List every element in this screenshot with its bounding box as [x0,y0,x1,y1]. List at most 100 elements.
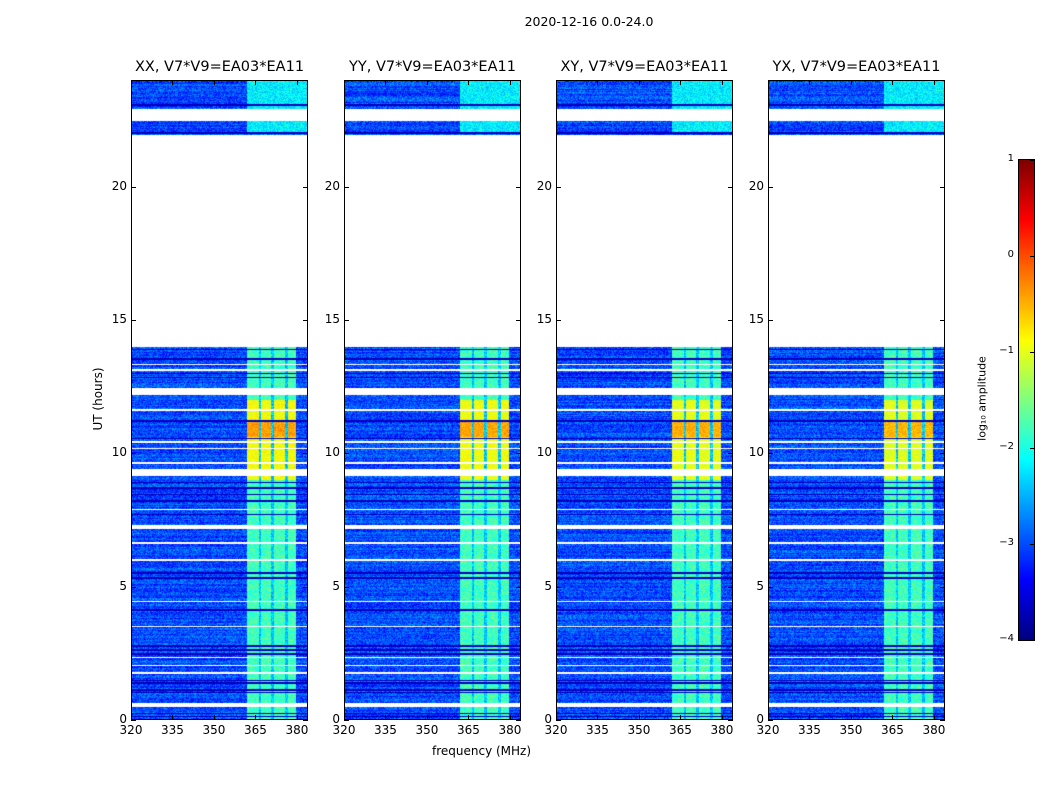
colorbar-tick-label: −1 [999,345,1014,356]
x-tick [255,715,257,720]
x-tick [809,80,811,85]
x-tick [131,80,132,85]
y-tick [516,720,521,721]
y-tick-label: 0 [119,712,127,726]
y-tick [344,186,349,188]
x-tick-label: 320 [332,723,356,737]
x-tick [638,80,640,85]
y-tick-label: 10 [111,445,127,460]
colorbar-tick [1030,256,1035,257]
y-tick-label: 0 [332,712,340,726]
x-tick-label: 365 [881,723,904,737]
y-tick [516,186,521,188]
x-tick-label: 380 [710,723,734,737]
x-tick [255,80,257,85]
y-tick [131,586,136,588]
y-tick-label: 15 [111,312,127,326]
x-tick [296,715,298,720]
x-tick [556,80,557,85]
y-tick-label: 20 [324,178,340,193]
y-tick-label: 10 [748,445,764,460]
panel-title: XX, V7*V9=EA03*EA11 [134,59,305,75]
x-tick [892,80,894,85]
x-tick-label: 350 [202,723,226,737]
y-tick-label: 0 [544,712,552,726]
x-axis-label: frequency (MHz) [432,744,532,758]
y-tick [344,720,349,721]
waterfall-axes [344,80,521,720]
x-tick [385,80,387,85]
colorbar-tick-label: 0 [1007,249,1014,260]
panel-title: YX, V7*V9=EA03*EA11 [772,59,941,75]
colorbar-tick [1030,448,1035,449]
y-tick [728,586,733,588]
x-tick-label: 350 [627,723,651,737]
y-tick-label: 5 [544,578,552,593]
x-tick-label: 335 [161,723,184,737]
y-tick [728,320,733,321]
x-tick [638,715,640,720]
y-tick-label: 10 [536,445,552,460]
waterfall-heatmap [345,81,520,719]
y-tick-label: 20 [111,178,127,193]
waterfall-heatmap [557,81,732,719]
x-tick [385,715,387,720]
y-tick [556,586,561,588]
y-tick-label: 0 [756,712,764,726]
x-tick [131,715,132,720]
y-tick-label: 20 [748,178,764,193]
y-tick-label: 10 [324,445,340,460]
y-tick [303,453,308,455]
x-tick [509,80,511,85]
y-tick [303,586,308,588]
y-tick-label: 15 [748,312,764,326]
x-tick [721,715,723,720]
x-tick-label: 335 [798,723,821,737]
colorbar-tick-label: −4 [999,633,1014,644]
x-tick-label: 380 [922,723,946,737]
x-tick-label: 350 [415,723,439,737]
y-tick [516,320,521,321]
y-tick [728,453,733,455]
y-tick [344,453,349,455]
y-tick [303,186,308,188]
y-tick [940,186,945,188]
x-tick [680,715,682,720]
x-tick [892,715,894,720]
x-tick-label: 320 [756,723,780,737]
waterfall-heatmap [769,81,944,719]
colorbar-tick [1030,640,1035,641]
x-tick [933,715,935,720]
y-tick [940,320,945,321]
x-tick [850,715,852,720]
x-tick-label: 350 [839,723,863,737]
y-tick-label: 15 [324,312,340,326]
y-tick [768,186,773,188]
x-tick [172,80,174,85]
x-tick [468,715,470,720]
x-tick [933,80,935,85]
x-tick [213,80,215,85]
y-tick [131,720,136,721]
y-tick [303,320,308,321]
y-tick [344,586,349,588]
x-tick-label: 365 [244,723,267,737]
x-tick [426,80,428,85]
waterfall-axes [556,80,733,720]
colorbar-tick-label: −3 [999,537,1014,548]
y-tick [303,720,308,721]
x-tick-label: 335 [374,723,397,737]
y-tick [556,186,561,188]
colorbar-tick [1030,160,1035,161]
y-tick [940,720,945,721]
y-tick [556,720,561,721]
y-tick-label: 5 [756,578,764,593]
y-tick [131,186,136,188]
x-tick [556,715,557,720]
y-tick-label: 15 [536,312,552,326]
x-tick [172,715,174,720]
x-tick [509,715,511,720]
x-tick-label: 380 [285,723,309,737]
x-tick-label: 365 [457,723,480,737]
waterfall-heatmap [132,81,307,719]
